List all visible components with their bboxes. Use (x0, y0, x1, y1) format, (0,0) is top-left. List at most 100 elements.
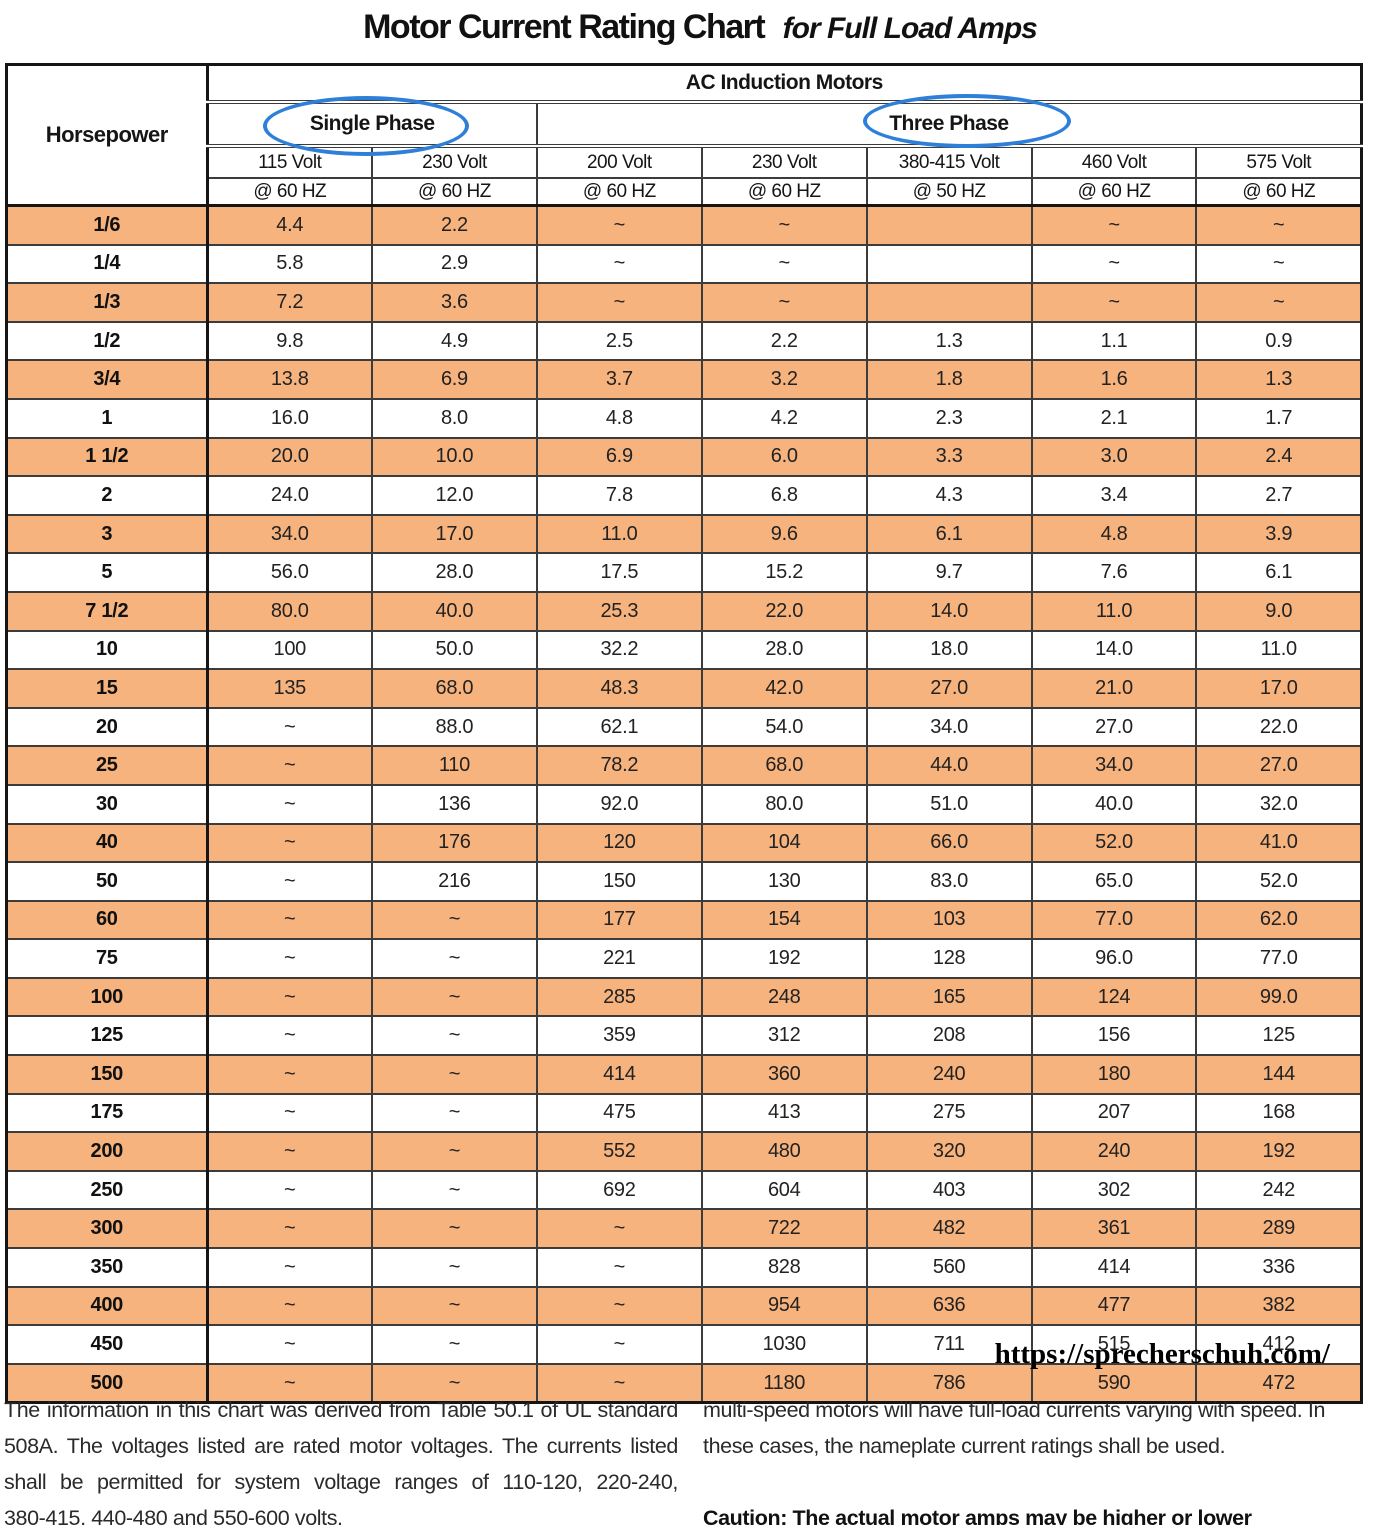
horsepower-cell: 300 (5, 1208, 209, 1250)
amps-cell: 34.0 (1030, 745, 1198, 786)
amps-cell: ~ (206, 822, 373, 864)
amps-cell: 240 (865, 1054, 1033, 1095)
amps-cell: ~ (206, 1208, 373, 1250)
amps-cell: 480 (700, 1131, 868, 1172)
amps-cell: ~ (1195, 204, 1363, 246)
amps-cell: ~ (700, 243, 868, 285)
amps-cell: ~ (206, 1324, 373, 1365)
amps-cell: 954 (700, 1285, 868, 1327)
voltage-header: 115 Volt (206, 145, 373, 179)
ac-induction-motors-header: AC Induction Motors (206, 63, 1363, 104)
amps-cell: ~ (206, 1169, 373, 1211)
amps-cell: 11.0 (535, 513, 703, 555)
horsepower-cell: 1 1/2 (5, 436, 209, 478)
table-row: 5 56.0 28.0 17.5 15.2 9.7 7.6 6.1 (5, 552, 1363, 593)
amps-cell: 1.3 (1195, 359, 1363, 400)
amps-cell: 48.3 (535, 668, 703, 709)
amps-cell: ~ (370, 1247, 538, 1288)
amps-cell: 302 (1030, 1169, 1198, 1211)
website-url[interactable]: https://sprecherschuh.com/ (994, 1338, 1330, 1370)
horsepower-cell: 500 (5, 1362, 209, 1404)
horsepower-cell: 1/6 (5, 204, 209, 246)
table-row: 200 ~ ~552 480 320 240 192 (5, 1131, 1363, 1172)
table-row: 15 135 68.0 48.3 42.0 27.0 21.0 17.0 (5, 668, 1363, 709)
amps-cell: 28.0 (700, 629, 868, 671)
amps-cell: 16.0 (206, 397, 373, 439)
amps-cell: 216 (370, 861, 538, 902)
amps-cell: ~ (206, 1092, 373, 1134)
table-row: 400 ~ ~ ~954 636 477 382 (5, 1285, 1363, 1327)
amps-cell: 7.8 (535, 475, 703, 516)
amps-cell: 4.4 (206, 204, 373, 246)
amps-cell: 482 (865, 1208, 1033, 1250)
amps-cell: 54.0 (700, 706, 868, 748)
amps-cell: 40.0 (370, 590, 538, 632)
horsepower-cell: 100 (5, 976, 209, 1018)
footer-right-line: these cases, the nameplate current ratin… (703, 1434, 1226, 1458)
amps-cell: 1030 (700, 1324, 868, 1365)
horsepower-cell: 60 (5, 899, 209, 941)
amps-cell: ~ (700, 204, 868, 246)
amps-cell: ~ (1195, 282, 1363, 323)
amps-cell: ~ (206, 1285, 373, 1327)
amps-cell: 475 (535, 1092, 703, 1134)
footer-right-line: multi-speed motors will have full-load c… (703, 1398, 1326, 1422)
amps-cell: ~ (206, 1015, 373, 1057)
amps-cell: 6.8 (700, 475, 868, 516)
table-row: 450 ~ ~ ~1030 711 515 412 (5, 1324, 1363, 1365)
voltage-header: 230 Volt (700, 145, 868, 179)
amps-cell: 0.9 (1195, 320, 1363, 362)
amps-cell: 692 (535, 1169, 703, 1211)
amps-cell: 27.0 (865, 668, 1033, 709)
amps-cell: 41.0 (1195, 822, 1363, 864)
amps-cell: ~ (370, 1015, 538, 1057)
amps-cell: 2.9 (370, 243, 538, 285)
voltage-header: 460 Volt (1030, 145, 1198, 179)
amps-cell: ~ (700, 282, 868, 323)
amps-cell: 14.0 (1030, 629, 1198, 671)
amps-cell: 44.0 (865, 745, 1033, 786)
horsepower-cell: 50 (5, 861, 209, 902)
amps-cell: 65.0 (1030, 861, 1198, 902)
frequency-header: @ 60 HZ (535, 177, 703, 207)
amps-cell: ~ (370, 1169, 538, 1211)
amps-cell: 17.5 (535, 552, 703, 593)
amps-cell: 636 (865, 1285, 1033, 1327)
horsepower-cell: 2 (5, 475, 209, 516)
footer-left-line: 508A. The voltages listed are rated moto… (4, 1434, 678, 1458)
amps-cell: 125 (1195, 1015, 1363, 1057)
amps-cell: 10.0 (370, 436, 538, 478)
amps-cell: 50.0 (370, 629, 538, 671)
amps-cell: ~ (535, 1208, 703, 1250)
horsepower-cell: 1/2 (5, 320, 209, 362)
amps-cell: 361 (1030, 1208, 1198, 1250)
amps-cell: 9.0 (1195, 590, 1363, 632)
amps-cell: 80.0 (700, 783, 868, 825)
amps-cell: 120 (535, 822, 703, 864)
amps-cell: 2.3 (865, 397, 1033, 439)
amps-cell: 722 (700, 1208, 868, 1250)
amps-cell: 11.0 (1030, 590, 1198, 632)
amps-cell: 413 (700, 1092, 868, 1134)
amps-cell: 130 (700, 861, 868, 902)
frequency-header: @ 60 HZ (1195, 177, 1363, 207)
amps-cell: 3.4 (1030, 475, 1198, 516)
amps-cell: 275 (865, 1092, 1033, 1134)
amps-cell: 359 (535, 1015, 703, 1057)
amps-cell: ~ (535, 1285, 703, 1327)
amps-cell: ~ (1030, 243, 1198, 285)
amps-cell: 6.1 (1195, 552, 1363, 593)
amps-cell: 6.0 (700, 436, 868, 478)
amps-cell: 110 (370, 745, 538, 786)
amps-cell: 414 (535, 1054, 703, 1095)
amps-cell: 77.0 (1030, 899, 1198, 941)
amps-cell: 4.2 (700, 397, 868, 439)
footer-left-line: shall be permitted for system voltage ra… (4, 1470, 678, 1494)
amps-cell: ~ (370, 1208, 538, 1250)
amps-cell: 192 (1195, 1131, 1363, 1172)
amps-cell: 14.0 (865, 590, 1033, 632)
amps-cell: 52.0 (1195, 861, 1363, 902)
three-phase-header: Three Phase (535, 101, 1363, 148)
table-row: 20 ~88.0 62.1 54.0 34.0 27.0 22.0 (5, 706, 1363, 748)
amps-cell: ~ (370, 938, 538, 979)
